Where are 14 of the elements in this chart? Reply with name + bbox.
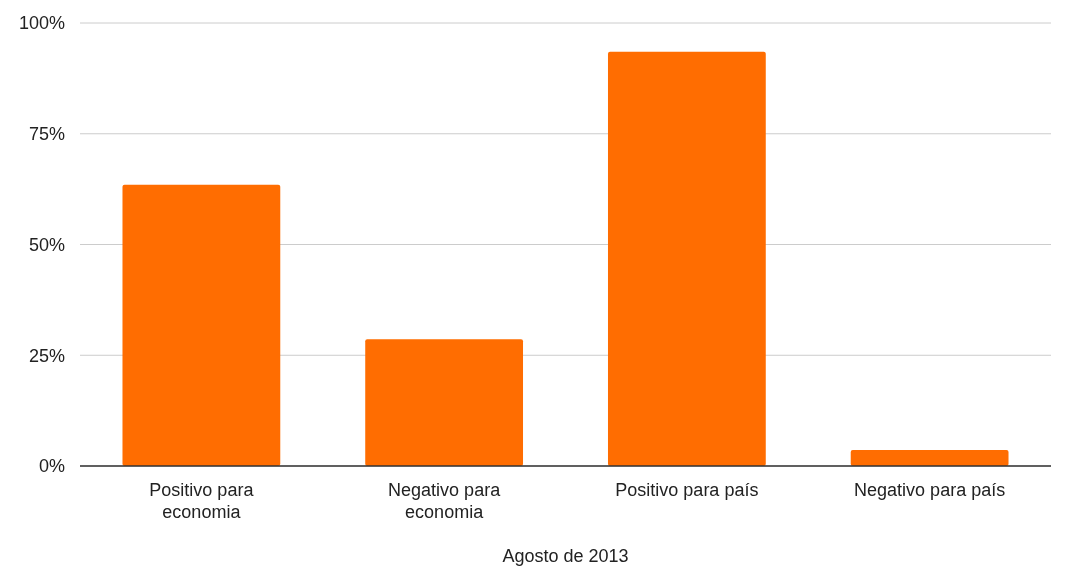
y-tick-label: 25% xyxy=(28,345,65,366)
x-axis-title: Agosto de 2013 xyxy=(502,546,629,566)
bar xyxy=(122,184,281,466)
bar xyxy=(850,450,1009,466)
x-tick-label: Negativo para economia xyxy=(388,480,502,522)
y-tick-label: 75% xyxy=(28,124,65,145)
bar xyxy=(365,339,524,466)
x-tick-label: Positivo para país xyxy=(615,480,759,500)
x-tick-label: Negativo para país xyxy=(854,480,1006,500)
bar xyxy=(607,51,766,466)
x-tick-label: Positivo para economia xyxy=(149,480,255,522)
y-tick-label: 0% xyxy=(38,456,65,477)
y-tick-label: 50% xyxy=(28,234,65,255)
y-tick-label: 100% xyxy=(18,13,65,34)
